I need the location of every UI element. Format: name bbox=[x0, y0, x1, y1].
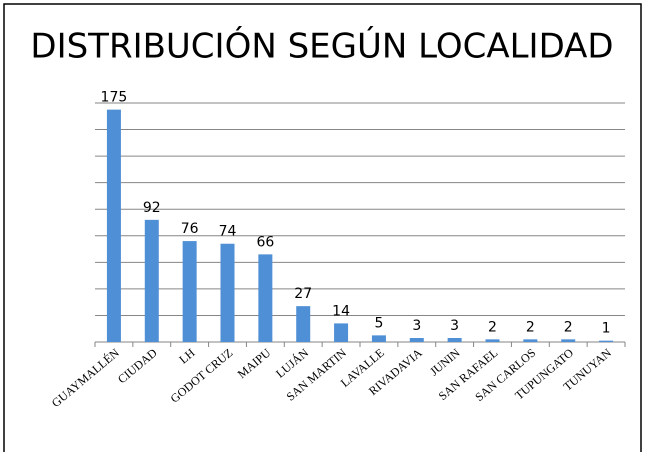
value-label: 5 bbox=[374, 315, 383, 331]
value-label: 2 bbox=[488, 319, 497, 335]
bar bbox=[561, 339, 576, 342]
frame bbox=[3, 3, 642, 452]
bar bbox=[258, 254, 273, 342]
value-label: 14 bbox=[332, 303, 350, 319]
bar bbox=[409, 338, 424, 342]
bar bbox=[447, 338, 462, 342]
bar bbox=[371, 335, 386, 342]
value-label: 27 bbox=[294, 286, 312, 302]
bar bbox=[599, 340, 614, 342]
value-label: 92 bbox=[143, 200, 161, 216]
value-label: 2 bbox=[564, 319, 573, 335]
bar bbox=[523, 339, 538, 342]
value-label: 175 bbox=[101, 90, 128, 106]
bar bbox=[485, 339, 500, 342]
value-label: 76 bbox=[181, 221, 199, 237]
value-label: 74 bbox=[219, 224, 237, 240]
chart-title: DISTRIBUCIÓN SEGÚN LOCALIDAD bbox=[30, 26, 613, 67]
bar bbox=[106, 109, 121, 342]
value-label: 3 bbox=[450, 318, 459, 334]
bar bbox=[334, 323, 349, 342]
value-label: 66 bbox=[256, 234, 274, 250]
bar bbox=[182, 241, 197, 342]
value-label: 1 bbox=[602, 321, 611, 337]
value-label: 2 bbox=[526, 319, 535, 335]
bar bbox=[296, 306, 311, 342]
bar bbox=[144, 219, 159, 342]
bar bbox=[220, 243, 235, 342]
value-label: 3 bbox=[412, 318, 421, 334]
